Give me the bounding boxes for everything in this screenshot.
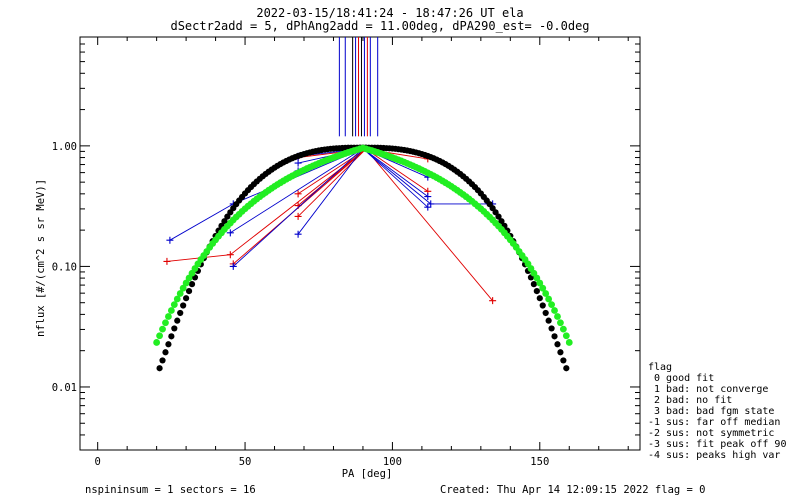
green-data-point	[559, 325, 567, 333]
red-fit-line	[297, 148, 367, 217]
legend-item: -3 sus: fit peak off 90	[648, 439, 786, 450]
blue-plus-marker	[427, 200, 435, 208]
green-data-point	[156, 332, 163, 340]
black-data-point	[542, 309, 549, 317]
black-data-point	[545, 317, 552, 324]
legend-item: 0 good fit	[648, 373, 714, 384]
footer-left-text: nspininsum = 1 sectors = 16	[85, 484, 256, 496]
y-tick-label: 0.10	[52, 261, 77, 273]
green-data-point	[159, 325, 166, 333]
flag-legend: flag 0 good fit 1 bad: not converge 2 ba…	[648, 362, 786, 461]
chart-subtitle: dSectr2add = 5, dPhAng2add = 11.00deg, d…	[170, 19, 589, 33]
blue-plus-marker	[229, 262, 237, 270]
black-data-point	[177, 309, 184, 317]
green-data-point	[551, 307, 558, 314]
black-data-point	[557, 349, 564, 356]
black-data-point	[560, 357, 567, 364]
black-data-point	[551, 333, 558, 340]
green-data-point	[536, 279, 544, 287]
black-data-point	[554, 341, 561, 348]
black-data-point	[171, 325, 178, 332]
y-axis-label: nflux [#/(cm^2 s sr MeV)]	[35, 179, 47, 337]
black-data-point	[539, 302, 546, 309]
x-tick-label: 100	[383, 456, 402, 468]
x-tick-label: 50	[239, 456, 252, 468]
black-data-point	[495, 213, 502, 220]
blue-fit-line	[232, 148, 364, 267]
green-data-point	[176, 290, 184, 297]
green-data-point	[167, 307, 175, 314]
black-data-point	[221, 218, 228, 225]
green-data-point	[170, 301, 178, 309]
red-plus-marker	[489, 297, 497, 305]
legend-item: 2 bad: no fit	[648, 395, 732, 406]
blue-fit-line	[230, 148, 364, 234]
green-data-point	[533, 274, 541, 282]
green-data-point	[165, 313, 172, 320]
blue-fit-line	[362, 148, 429, 197]
blue-plus-marker	[294, 159, 302, 167]
green-data-point	[179, 284, 187, 292]
legend-item: -1 sus: far off median	[648, 417, 780, 428]
blue-plus-marker	[294, 230, 302, 238]
legend-item: 1 bad: not converge	[648, 384, 768, 395]
black-data-point	[530, 281, 537, 288]
black-data-point	[563, 365, 570, 372]
legend-title: flag	[648, 362, 672, 373]
footer-right-text: Created: Thu Apr 14 12:09:15 2022 flag =…	[440, 484, 706, 496]
x-axis-label: PA [deg]	[342, 468, 393, 480]
blue-plus-marker	[226, 229, 234, 237]
y-tick-label: 1.00	[52, 141, 77, 153]
x-tick-label: 150	[530, 456, 549, 468]
red-plus-marker	[294, 190, 302, 198]
x-tick-label: 0	[95, 456, 101, 468]
blue-fit-line	[362, 148, 429, 208]
red-plus-marker	[226, 251, 234, 259]
green-data-point	[173, 295, 181, 303]
green-data-point	[539, 284, 547, 292]
y-tick-label: 0.01	[52, 382, 77, 394]
black-data-point	[165, 341, 172, 348]
black-data-point	[180, 302, 187, 309]
green-data-point	[565, 339, 573, 346]
red-fit-line	[365, 148, 429, 192]
red-fit-line	[297, 148, 367, 206]
plot-area: 0 50 100 150 0.01 0.10 1.00	[52, 36, 641, 468]
chart-title: 2022-03-15/18:41:24 - 18:47:26 UT ela	[256, 6, 523, 20]
black-data-point	[185, 288, 193, 295]
black-data-point	[156, 365, 163, 372]
green-data-point	[554, 313, 561, 320]
black-data-point	[536, 295, 543, 302]
red-plus-marker	[163, 257, 171, 265]
green-data-point	[562, 332, 570, 340]
green-data-point	[557, 319, 564, 327]
black-data-point	[183, 295, 190, 302]
legend-item: -2 sus: not symmetric	[648, 428, 774, 439]
blue-plus-marker	[166, 236, 174, 244]
green-data-point	[542, 290, 550, 297]
black-data-point	[498, 218, 505, 225]
plot-frame	[79, 36, 641, 451]
black-data-point	[174, 317, 181, 324]
green-data-point	[162, 319, 169, 327]
black-data-point	[168, 333, 175, 340]
black-data-point	[162, 349, 169, 356]
legend-item: 3 bad: bad fgm state	[648, 406, 774, 417]
red-plus-marker	[294, 212, 302, 220]
black-data-point	[548, 325, 555, 332]
green-data-point	[182, 279, 190, 287]
blue-fit-line	[297, 148, 364, 235]
black-data-point	[159, 357, 166, 364]
black-data-point	[533, 288, 540, 295]
black-data-point	[188, 281, 196, 288]
legend-item: -4 sus: peaks high var	[648, 450, 780, 461]
green-data-point	[548, 301, 555, 309]
red-fit-line	[365, 148, 493, 301]
blue-plus-marker	[424, 193, 432, 201]
green-data-point	[153, 339, 161, 346]
blue-plus-marker	[424, 203, 432, 211]
green-data-point	[545, 295, 553, 303]
